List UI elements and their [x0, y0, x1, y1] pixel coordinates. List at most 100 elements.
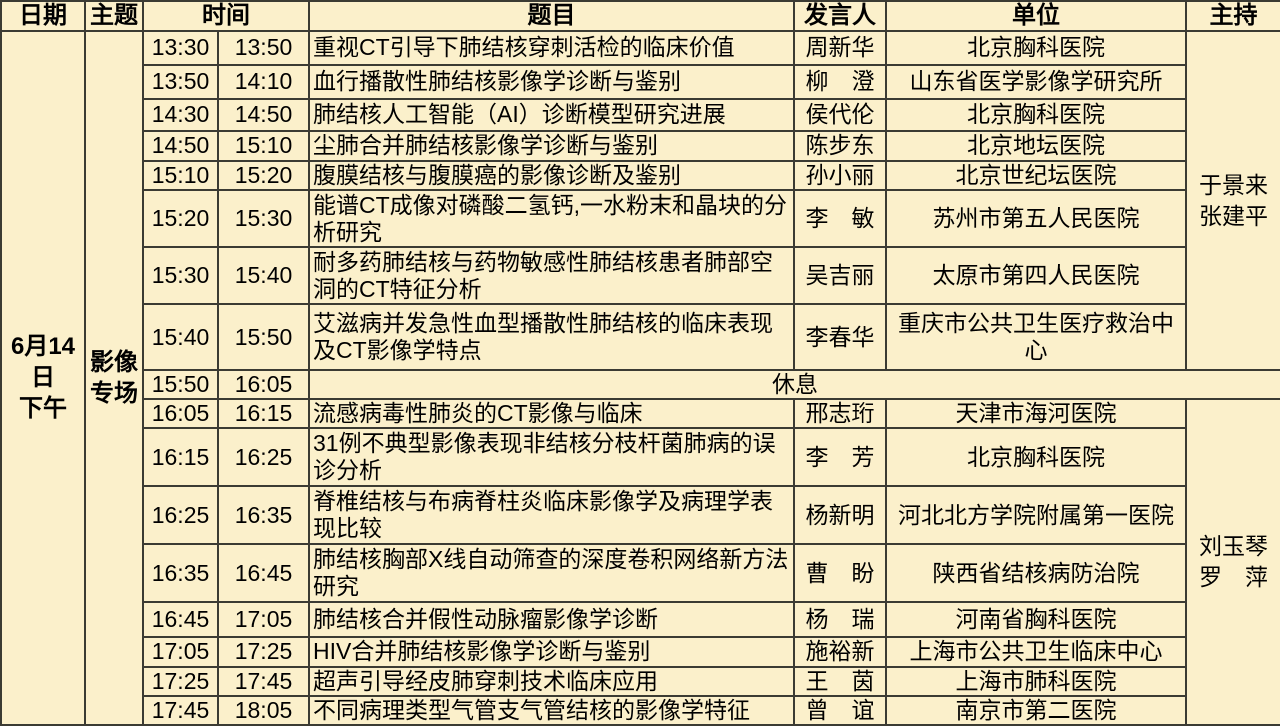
table-row: 15:20 15:30 能谱CT成像对磷酸二氢钙,一水粉末和晶块的分析研究 李 … [1, 189, 1280, 249]
time-end-cell: 15:40 [217, 246, 310, 306]
header-speaker: 发言人 [793, 0, 887, 32]
title-cell: 重视CT引导下肺结核穿刺活检的临床价值 [308, 30, 795, 66]
time-end-cell: 17:45 [217, 665, 310, 697]
speaker-cell: 吴吉丽 [793, 246, 887, 306]
header-title: 题目 [308, 0, 795, 32]
unit-cell: 北京胸科医院 [885, 30, 1187, 66]
time-end-cell: 16:05 [217, 369, 310, 401]
header-date: 日期 [0, 0, 86, 32]
time-start-cell: 15:50 [142, 369, 219, 401]
table-row: 15:10 15:20 腹膜结核与腹膜癌的影像诊断及鉴别 孙小丽 北京世纪坛医院 [1, 159, 1280, 192]
title-cell: 31例不典型影像表现非结核分枝杆菌肺病的误诊分析 [308, 427, 795, 488]
speaker-cell: 王 茵 [793, 665, 887, 697]
title-cell: 能谱CT成像对磷酸二氢钙,一水粉末和晶块的分析研究 [308, 189, 795, 249]
unit-cell: 重庆市公共卫生医疗救治中心 [885, 303, 1187, 372]
time-end-cell: 15:50 [217, 303, 310, 372]
unit-cell: 南京市第二医院 [885, 694, 1187, 726]
title-cell: 血行播散性肺结核影像学诊断与鉴别 [308, 64, 795, 100]
speaker-cell: 曾 谊 [793, 694, 887, 726]
unit-cell: 陕西省结核病防治院 [885, 543, 1187, 604]
time-start-cell: 17:05 [142, 636, 219, 668]
unit-cell: 太原市第四人民医院 [885, 246, 1187, 306]
table-row: 16:15 16:25 31例不典型影像表现非结核分枝杆菌肺病的误诊分析 李 芳… [1, 427, 1280, 488]
title-cell: 艾滋病并发急性血型播散性肺结核的临床表现及CT影像学特点 [308, 303, 795, 372]
unit-cell: 山东省医学影像学研究所 [885, 64, 1187, 100]
unit-cell: 上海市公共卫生临床中心 [885, 636, 1187, 668]
header-time: 时间 [142, 0, 310, 32]
speaker-cell: 曹 盼 [793, 543, 887, 604]
speaker-cell: 杨 瑞 [793, 601, 887, 639]
unit-cell: 北京胸科医院 [885, 427, 1187, 488]
title-cell: 腹膜结核与腹膜癌的影像诊断及鉴别 [308, 159, 795, 192]
title-cell: 脊椎结核与布病脊柱炎临床影像学及病理学表现比较 [308, 485, 795, 546]
time-end-cell: 17:25 [217, 636, 310, 668]
unit-cell: 北京胸科医院 [885, 98, 1187, 132]
time-start-cell: 13:30 [142, 30, 219, 66]
time-end-cell: 14:50 [217, 98, 310, 132]
title-cell: 流感病毒性肺炎的CT影像与临床 [308, 398, 795, 430]
title-cell: 肺结核胸部X线自动筛查的深度卷积网络新方法研究 [308, 543, 795, 604]
title-cell: 耐多药肺结核与药物敏感性肺结核患者肺部空洞的CT特征分析 [308, 246, 795, 306]
table-row: 16:45 17:05 肺结核合并假性动脉瘤影像学诊断 杨 瑞 河南省胸科医院 [1, 601, 1280, 639]
table-row: 6月14 日 下午 影像 专场 13:30 13:50 重视CT引导下肺结核穿刺… [0, 29, 1280, 726]
header-theme: 主题 [84, 0, 144, 32]
table-row: 15:40 15:50 艾滋病并发急性血型播散性肺结核的临床表现及CT影像学特点… [1, 303, 1280, 372]
time-end-cell: 18:05 [217, 694, 310, 726]
time-start-cell: 17:45 [142, 694, 219, 726]
break-cell: 休息 [308, 369, 1280, 401]
title-cell: HIV合并肺结核影像学诊断与鉴别 [308, 636, 795, 668]
speaker-cell: 陈步东 [793, 130, 887, 162]
time-end-cell: 16:35 [217, 485, 310, 546]
host-cell-second-half: 刘玉琴 罗 萍 [1185, 398, 1280, 726]
time-start-cell: 17:25 [142, 665, 219, 697]
table-row: 16:25 16:35 脊椎结核与布病脊柱炎临床影像学及病理学表现比较 杨新明 … [1, 485, 1280, 546]
time-end-cell: 16:45 [217, 543, 310, 604]
speaker-cell: 柳 澄 [793, 64, 887, 100]
date-cell: 6月14 日 下午 [0, 30, 86, 726]
table-row: 17:25 17:45 超声引导经皮肺穿刺技术临床应用 王 茵 上海市肺科医院 [1, 665, 1280, 697]
table-row: 16:05 16:15 流感病毒性肺炎的CT影像与临床 邢志珩 天津市海河医院 … [1, 398, 1280, 726]
host-cell-first-half: 于景来 张建平 [1185, 29, 1280, 372]
unit-cell: 河北北方学院附属第一医院 [885, 485, 1187, 546]
header-row: 日期 主题 时间 题目 发言人 单位 主持 [0, 0, 1280, 32]
unit-cell: 河南省胸科医院 [885, 601, 1187, 639]
time-start-cell: 14:30 [142, 98, 219, 132]
speaker-cell: 李 敏 [793, 189, 887, 249]
table-row: 17:05 17:25 HIV合并肺结核影像学诊断与鉴别 施裕新 上海市公共卫生… [1, 636, 1280, 668]
header-unit: 单位 [885, 0, 1187, 32]
unit-cell: 天津市海河医院 [885, 398, 1187, 430]
speaker-cell: 李春华 [793, 303, 887, 372]
speaker-cell: 施裕新 [793, 636, 887, 668]
time-end-cell: 16:15 [217, 398, 310, 430]
time-end-cell: 17:05 [217, 601, 310, 639]
time-end-cell: 15:20 [217, 159, 310, 192]
time-start-cell: 16:05 [142, 398, 219, 430]
time-start-cell: 16:45 [142, 601, 219, 639]
speaker-cell: 侯代伦 [793, 98, 887, 132]
speaker-cell: 李 芳 [793, 427, 887, 488]
unit-cell: 北京世纪坛医院 [885, 159, 1187, 192]
time-start-cell: 15:20 [142, 189, 219, 249]
time-start-cell: 15:40 [142, 303, 219, 372]
time-end-cell: 14:10 [217, 64, 310, 100]
table-row: 16:35 16:45 肺结核胸部X线自动筛查的深度卷积网络新方法研究 曹 盼 … [1, 543, 1280, 604]
time-start-cell: 14:50 [142, 130, 219, 162]
time-start-cell: 16:25 [142, 485, 219, 546]
theme-cell: 影像 专场 [84, 30, 144, 726]
unit-cell: 上海市肺科医院 [885, 665, 1187, 697]
title-cell: 肺结核合并假性动脉瘤影像学诊断 [308, 601, 795, 639]
speaker-cell: 孙小丽 [793, 159, 887, 192]
table-row: 14:50 15:10 尘肺合并肺结核影像学诊断与鉴别 陈步东 北京地坛医院 [1, 130, 1280, 162]
table-row: 15:30 15:40 耐多药肺结核与药物敏感性肺结核患者肺部空洞的CT特征分析… [1, 246, 1280, 306]
time-end-cell: 15:30 [217, 189, 310, 249]
header-host: 主持 [1185, 0, 1280, 32]
table-row: 17:45 18:05 不同病理类型气管支气管结核的影像学特征 曾 谊 南京市第… [1, 694, 1280, 726]
unit-cell: 北京地坛医院 [885, 130, 1187, 162]
speaker-cell: 邢志珩 [793, 398, 887, 430]
table-row: 13:50 14:10 血行播散性肺结核影像学诊断与鉴别 柳 澄 山东省医学影像… [1, 64, 1280, 100]
speaker-cell: 杨新明 [793, 485, 887, 546]
time-start-cell: 13:50 [142, 64, 219, 100]
time-start-cell: 16:35 [142, 543, 219, 604]
time-end-cell: 15:10 [217, 130, 310, 162]
unit-cell: 苏州市第五人民医院 [885, 189, 1187, 249]
